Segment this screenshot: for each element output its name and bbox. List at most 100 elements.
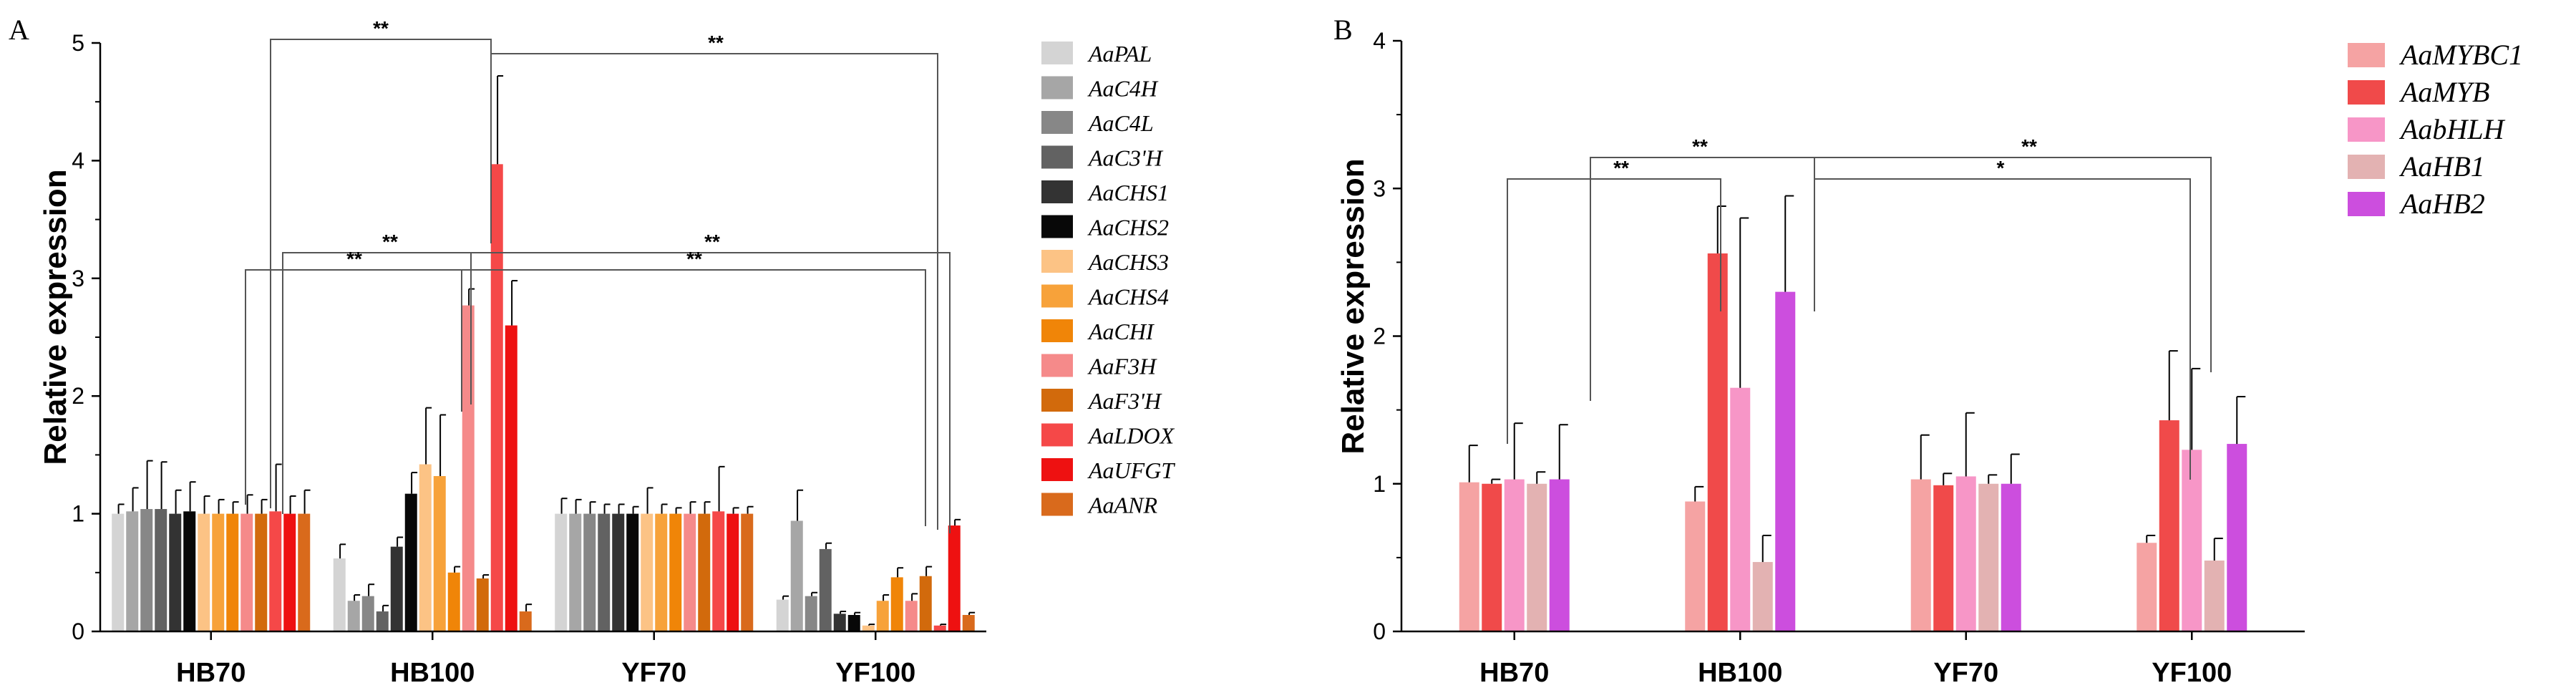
- bar: [1549, 479, 1570, 631]
- legend-entry: AaCHS1: [1087, 180, 1169, 205]
- bar: [505, 325, 517, 631]
- panel-b-label: B: [1333, 14, 1353, 46]
- legend-swatch: [1041, 354, 1073, 377]
- bar: [598, 513, 611, 631]
- bar: [555, 513, 568, 631]
- bar: [805, 596, 817, 631]
- legend-entry: AaANR: [1087, 493, 1157, 518]
- bar: [684, 513, 696, 631]
- bar: [212, 513, 225, 631]
- panel-a-bars: [112, 164, 975, 631]
- panel-a: A Relative expression 0 1 2 3 4 5 HB70 HB100 YF…: [9, 14, 1175, 688]
- bar: [1459, 482, 1479, 631]
- significance-bracket: [1507, 178, 1721, 444]
- legend-swatch: [2348, 155, 2385, 179]
- significance-mark: **: [704, 231, 720, 253]
- bar: [2137, 543, 2157, 631]
- bar: [726, 513, 739, 631]
- bar: [433, 475, 446, 631]
- significance-bracket: [282, 252, 472, 514]
- bar: [1775, 291, 1796, 631]
- bar: [361, 596, 374, 631]
- legend-swatch: [1041, 145, 1073, 169]
- legend-swatch: [1041, 319, 1073, 342]
- bar: [890, 577, 903, 631]
- x-tick-label: YF70: [1933, 658, 1998, 688]
- bar: [712, 511, 725, 631]
- bar: [905, 601, 918, 631]
- legend-swatch: [1041, 389, 1073, 412]
- bar: [283, 513, 296, 631]
- legend-entry: AaUFGT: [1087, 457, 1175, 483]
- x-tick-label: HB70: [176, 658, 246, 688]
- panel-b-x-axis: HB70 HB100 YF70 YF100: [1479, 631, 2232, 688]
- panel-b-ylabel: Relative expression: [1336, 158, 1371, 454]
- bar: [269, 511, 282, 631]
- bar: [347, 601, 360, 631]
- panel-a-ylabel: Relative expression: [38, 169, 73, 465]
- bar: [583, 513, 596, 631]
- panel-a-error-bars: [117, 75, 976, 626]
- significance-mark: **: [373, 17, 389, 39]
- legend-swatch: [1041, 493, 1073, 516]
- bar: [626, 513, 639, 631]
- bar: [847, 614, 860, 631]
- legend-entry: AaMYBC1: [2398, 39, 2523, 71]
- x-tick-label: YF100: [2152, 658, 2232, 688]
- legend-entry: AaF3H: [1087, 354, 1157, 379]
- significance-mark: **: [1613, 157, 1629, 179]
- panel-a-significance: ****** **** **: [245, 17, 951, 533]
- x-tick-label: HB100: [390, 658, 475, 688]
- bar: [333, 558, 346, 631]
- bar: [112, 513, 125, 631]
- significance-mark: **: [2021, 135, 2037, 157]
- panel-a-legend: AaPAL AaC4H AaC4L AaC3'H AaCHS1 AaCHS2 AaCHS3 A…: [1041, 41, 1175, 518]
- legend-swatch: [1041, 42, 1073, 64]
- legend-entry: AaCHI: [1087, 319, 1155, 344]
- legend-swatch: [1041, 76, 1073, 100]
- significance-mark: **: [686, 248, 702, 270]
- panel-a-y-axis: 0 1 2 3 4 5: [72, 30, 100, 644]
- bar: [1933, 485, 1954, 631]
- legend-entry: AaF3'H: [1087, 388, 1162, 414]
- legend-swatch: [1041, 250, 1073, 273]
- bar: [641, 513, 653, 631]
- y-tick-label: 4: [72, 147, 84, 173]
- panel-b-bars: [1459, 253, 2247, 631]
- legend-swatch: [2348, 192, 2385, 216]
- x-tick-label: HB100: [1698, 658, 1782, 688]
- y-tick-label: 2: [1373, 324, 1386, 349]
- significance-mark: **: [1692, 135, 1708, 157]
- bar: [862, 625, 875, 631]
- significance-mark: **: [382, 231, 398, 253]
- bar: [198, 513, 210, 631]
- y-tick-label: 2: [72, 383, 84, 409]
- bar: [519, 611, 532, 631]
- legend-swatch: [1041, 284, 1073, 308]
- x-tick-label: YF100: [835, 658, 915, 688]
- panel-b-error-bars: [1468, 195, 2246, 563]
- bar: [876, 601, 889, 631]
- panel-b-y-axis: 0 1 2 3 4: [1373, 28, 1401, 644]
- legend-swatch: [1041, 458, 1073, 481]
- bar: [1482, 483, 1502, 631]
- bar: [819, 548, 832, 631]
- bar: [126, 511, 139, 631]
- panel-b-legend: AaMYBC1 AaMYB AabHLH AaHB1 AaHB2: [2348, 39, 2523, 220]
- legend-entry: AaCHS2: [1087, 215, 1169, 241]
- legend-swatch: [2348, 117, 2385, 142]
- bar: [298, 513, 311, 631]
- bar: [948, 525, 961, 631]
- legend-swatch: [1041, 423, 1073, 447]
- y-tick-label: 1: [1373, 471, 1386, 497]
- bar: [919, 576, 932, 631]
- bar: [1955, 476, 1976, 631]
- bar: [1527, 483, 1547, 631]
- bar: [169, 513, 182, 631]
- legend-entry: AaCHS3: [1087, 249, 1169, 275]
- significance-bracket: [1814, 178, 2191, 480]
- bar: [490, 164, 503, 631]
- x-tick-label: HB70: [1479, 658, 1549, 688]
- significance-bracket: [461, 269, 926, 526]
- significance-bracket: [470, 252, 951, 533]
